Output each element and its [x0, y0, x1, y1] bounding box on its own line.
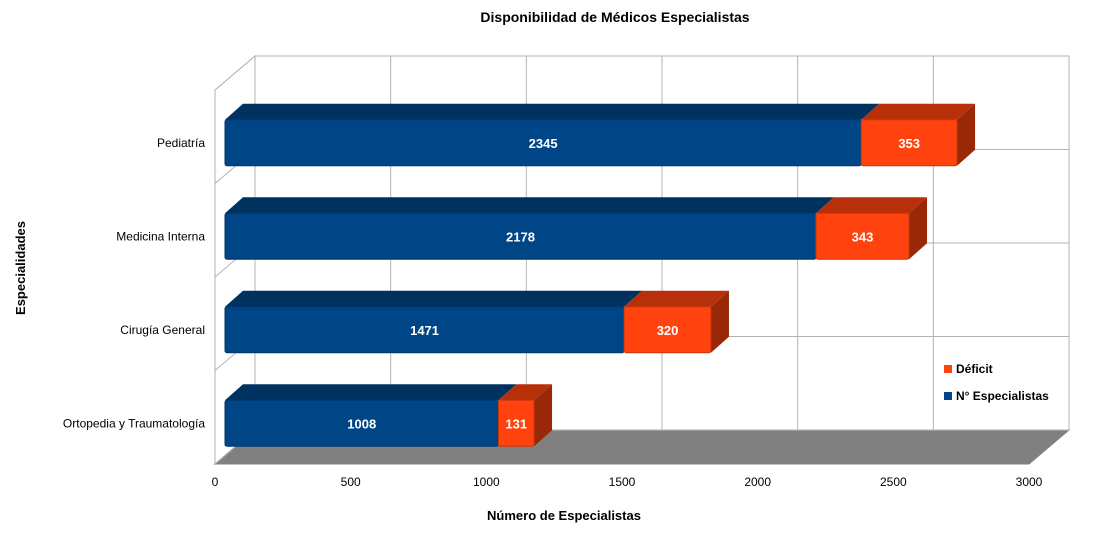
x-tick-label: 1500	[609, 475, 636, 489]
x-tick-label: 500	[341, 475, 361, 489]
bar-side	[957, 103, 976, 166]
data-label: 320	[657, 323, 679, 338]
bar-top	[498, 384, 553, 401]
x-tick-label: 0	[212, 475, 219, 489]
bar	[815, 212, 910, 260]
bar-top	[861, 103, 976, 120]
x-tick-label: 3000	[1016, 475, 1043, 489]
y-axis-title: Especialidades	[13, 221, 28, 315]
legend-entry: N° Especialistas	[956, 389, 1049, 403]
category-label: Ortopedia y Traumatología	[63, 416, 205, 430]
legend-swatch	[944, 392, 952, 400]
gridline-diagonal	[214, 55, 256, 91]
legend-entry: Déficit	[956, 362, 993, 376]
bar-top	[225, 197, 834, 214]
chart-title: Disponibilidad de Médicos Especialistas	[480, 9, 749, 25]
x-tick-label: 1000	[473, 475, 500, 489]
bar	[860, 119, 958, 167]
data-label: 2178	[506, 229, 535, 244]
category-labels: Pediatría Medicina Interna Cirugía General…	[63, 136, 205, 431]
bar	[498, 399, 535, 447]
bar	[623, 306, 712, 354]
value-labels: 2345 353 2178 343 1471 320 1008 131	[347, 136, 920, 432]
category-label: Pediatría	[157, 136, 205, 150]
x-tick-label: 2000	[744, 475, 771, 489]
bar-top	[225, 290, 643, 307]
data-label: 2345	[529, 136, 558, 151]
data-label: 1008	[347, 416, 376, 431]
x-tick-label: 2500	[880, 475, 907, 489]
legend-swatch	[944, 365, 952, 373]
bar-top	[815, 197, 928, 214]
bar-top	[225, 103, 880, 120]
data-label: 343	[852, 229, 874, 244]
bar-side	[909, 197, 928, 260]
data-label: 353	[898, 136, 920, 151]
x-axis-ticks: 0 500 1000 1500 2000 2500 3000	[212, 475, 1043, 489]
bars	[224, 103, 976, 447]
category-label: Cirugía General	[120, 323, 205, 337]
bar-side	[534, 384, 553, 447]
bar-top	[225, 384, 517, 401]
x-axis-title: Número de Especialistas	[487, 508, 641, 523]
bar-side	[710, 290, 729, 353]
data-label: 131	[505, 416, 527, 431]
legend: Déficit N° Especialistas	[944, 362, 1049, 403]
category-label: Medicina Interna	[116, 229, 205, 243]
data-label: 1471	[410, 323, 439, 338]
bar-top	[624, 290, 729, 307]
